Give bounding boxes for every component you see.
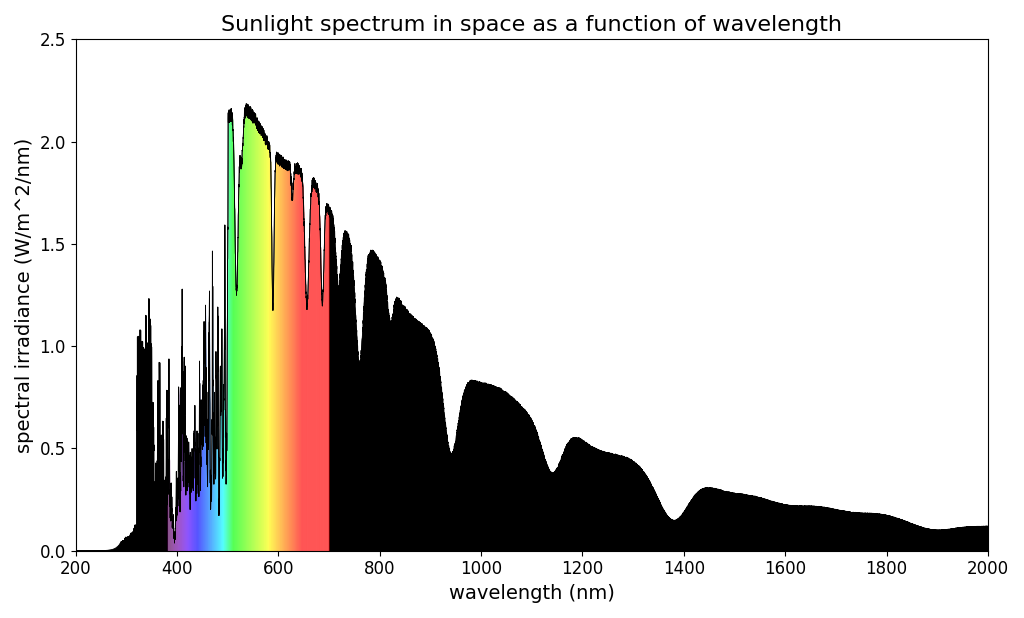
Title: Sunlight spectrum in space as a function of wavelength: Sunlight spectrum in space as a function… <box>221 15 843 35</box>
Y-axis label: spectral irradiance (W/m^2/nm): spectral irradiance (W/m^2/nm) <box>15 137 34 452</box>
X-axis label: wavelength (nm): wavelength (nm) <box>449 584 614 603</box>
